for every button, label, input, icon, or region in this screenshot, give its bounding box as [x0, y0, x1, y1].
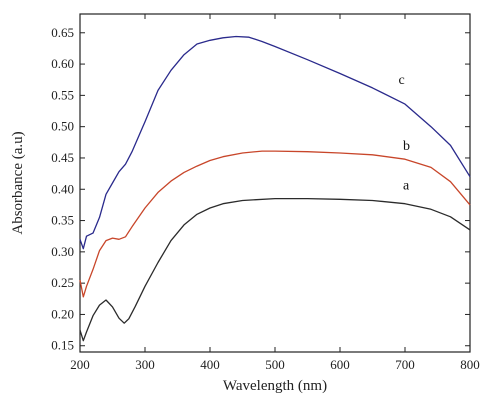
series-label-c: c	[399, 73, 405, 88]
x-tick-label: 800	[460, 357, 480, 372]
axis-tick-labels: 200 300 400 500 600 700 800 0.15 0.20 0.25 0.30 0.3…	[51, 25, 480, 372]
axis-ticks	[79, 14, 471, 352]
y-tick-label: 0.65	[51, 25, 74, 40]
series-label-b: b	[403, 139, 410, 154]
y-tick-label: 0.30	[51, 244, 74, 259]
x-tick-label: 500	[265, 357, 285, 372]
y-tick-label: 0.55	[51, 87, 74, 102]
y-axis-title: Absorbance (a.u)	[10, 131, 26, 234]
y-tick-label: 0.60	[51, 56, 74, 71]
y-tick-label: 0.40	[51, 181, 74, 196]
x-tick-label: 200	[70, 357, 90, 372]
y-tick-label: 0.35	[51, 213, 74, 228]
series-line-b	[79, 150, 471, 298]
x-axis-title: Wavelength (nm)	[223, 378, 327, 394]
y-tick-label: 0.25	[51, 275, 74, 290]
y-tick-label: 0.50	[51, 119, 74, 134]
plot-frame	[79, 13, 471, 353]
y-tick-label: 0.15	[51, 338, 74, 353]
series-line-a	[79, 197, 471, 342]
x-tick-label: 700	[395, 357, 415, 372]
y-tick-label: 0.20	[51, 306, 74, 321]
x-tick-label: 400	[200, 357, 220, 372]
y-tick-label: 0.45	[51, 150, 74, 165]
x-tick-label: 300	[135, 357, 155, 372]
series-lines	[79, 35, 471, 342]
series-label-a: a	[403, 178, 410, 193]
series-annotations: c b a	[399, 73, 411, 193]
x-tick-label: 600	[330, 357, 350, 372]
series-line-c	[79, 35, 471, 250]
